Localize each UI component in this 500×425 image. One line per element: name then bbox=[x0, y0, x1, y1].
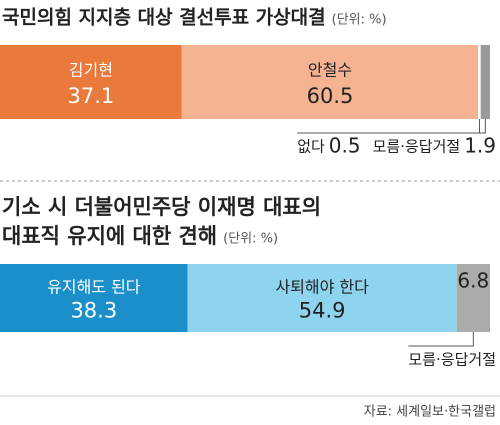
leader-line bbox=[408, 332, 474, 347]
segment-name: 사퇴해야 한다 bbox=[275, 277, 369, 296]
bar-segment bbox=[181, 45, 479, 119]
leader-line bbox=[297, 119, 480, 134]
segment-name: 모름·응답거절 bbox=[408, 351, 496, 369]
segment-value: 38.3 bbox=[70, 299, 117, 323]
chart-title: 국민의힘 지지층 대상 결선투표 가상대결 bbox=[2, 7, 326, 29]
bar-segment bbox=[456, 264, 490, 332]
segment-name: 모름·응답거절 bbox=[373, 138, 461, 156]
segment-value: 0.5 bbox=[329, 134, 361, 158]
segment-value: 1.9 bbox=[464, 134, 496, 158]
segment-value: 60.5 bbox=[307, 84, 354, 108]
segment-name: 없다 bbox=[297, 138, 325, 156]
segment-name: 안철수 bbox=[308, 60, 352, 79]
chart-title: 대표직 유지에 대한 견해 bbox=[2, 224, 217, 248]
bar-segment bbox=[0, 45, 182, 119]
source: 자료: 세계일보·한국갤럽 bbox=[364, 405, 496, 420]
bar-segment bbox=[187, 264, 457, 332]
unit-label: (단위: %) bbox=[332, 13, 387, 28]
segment-name: 유지해도 된다 bbox=[47, 277, 141, 296]
bar-segment bbox=[0, 264, 188, 332]
bar-segment bbox=[480, 45, 490, 119]
unit-label: (단위: %) bbox=[223, 232, 278, 247]
segment-value: 54.9 bbox=[299, 299, 346, 323]
segment-value: 6.8 bbox=[457, 269, 489, 293]
segment-value: 37.1 bbox=[68, 84, 115, 108]
chart-title: 기소 시 더불어민주당 이재명 대표의 bbox=[2, 195, 321, 219]
leader-line bbox=[372, 119, 486, 134]
segment-name: 김기현 bbox=[69, 60, 113, 79]
bar-segment bbox=[478, 45, 481, 119]
